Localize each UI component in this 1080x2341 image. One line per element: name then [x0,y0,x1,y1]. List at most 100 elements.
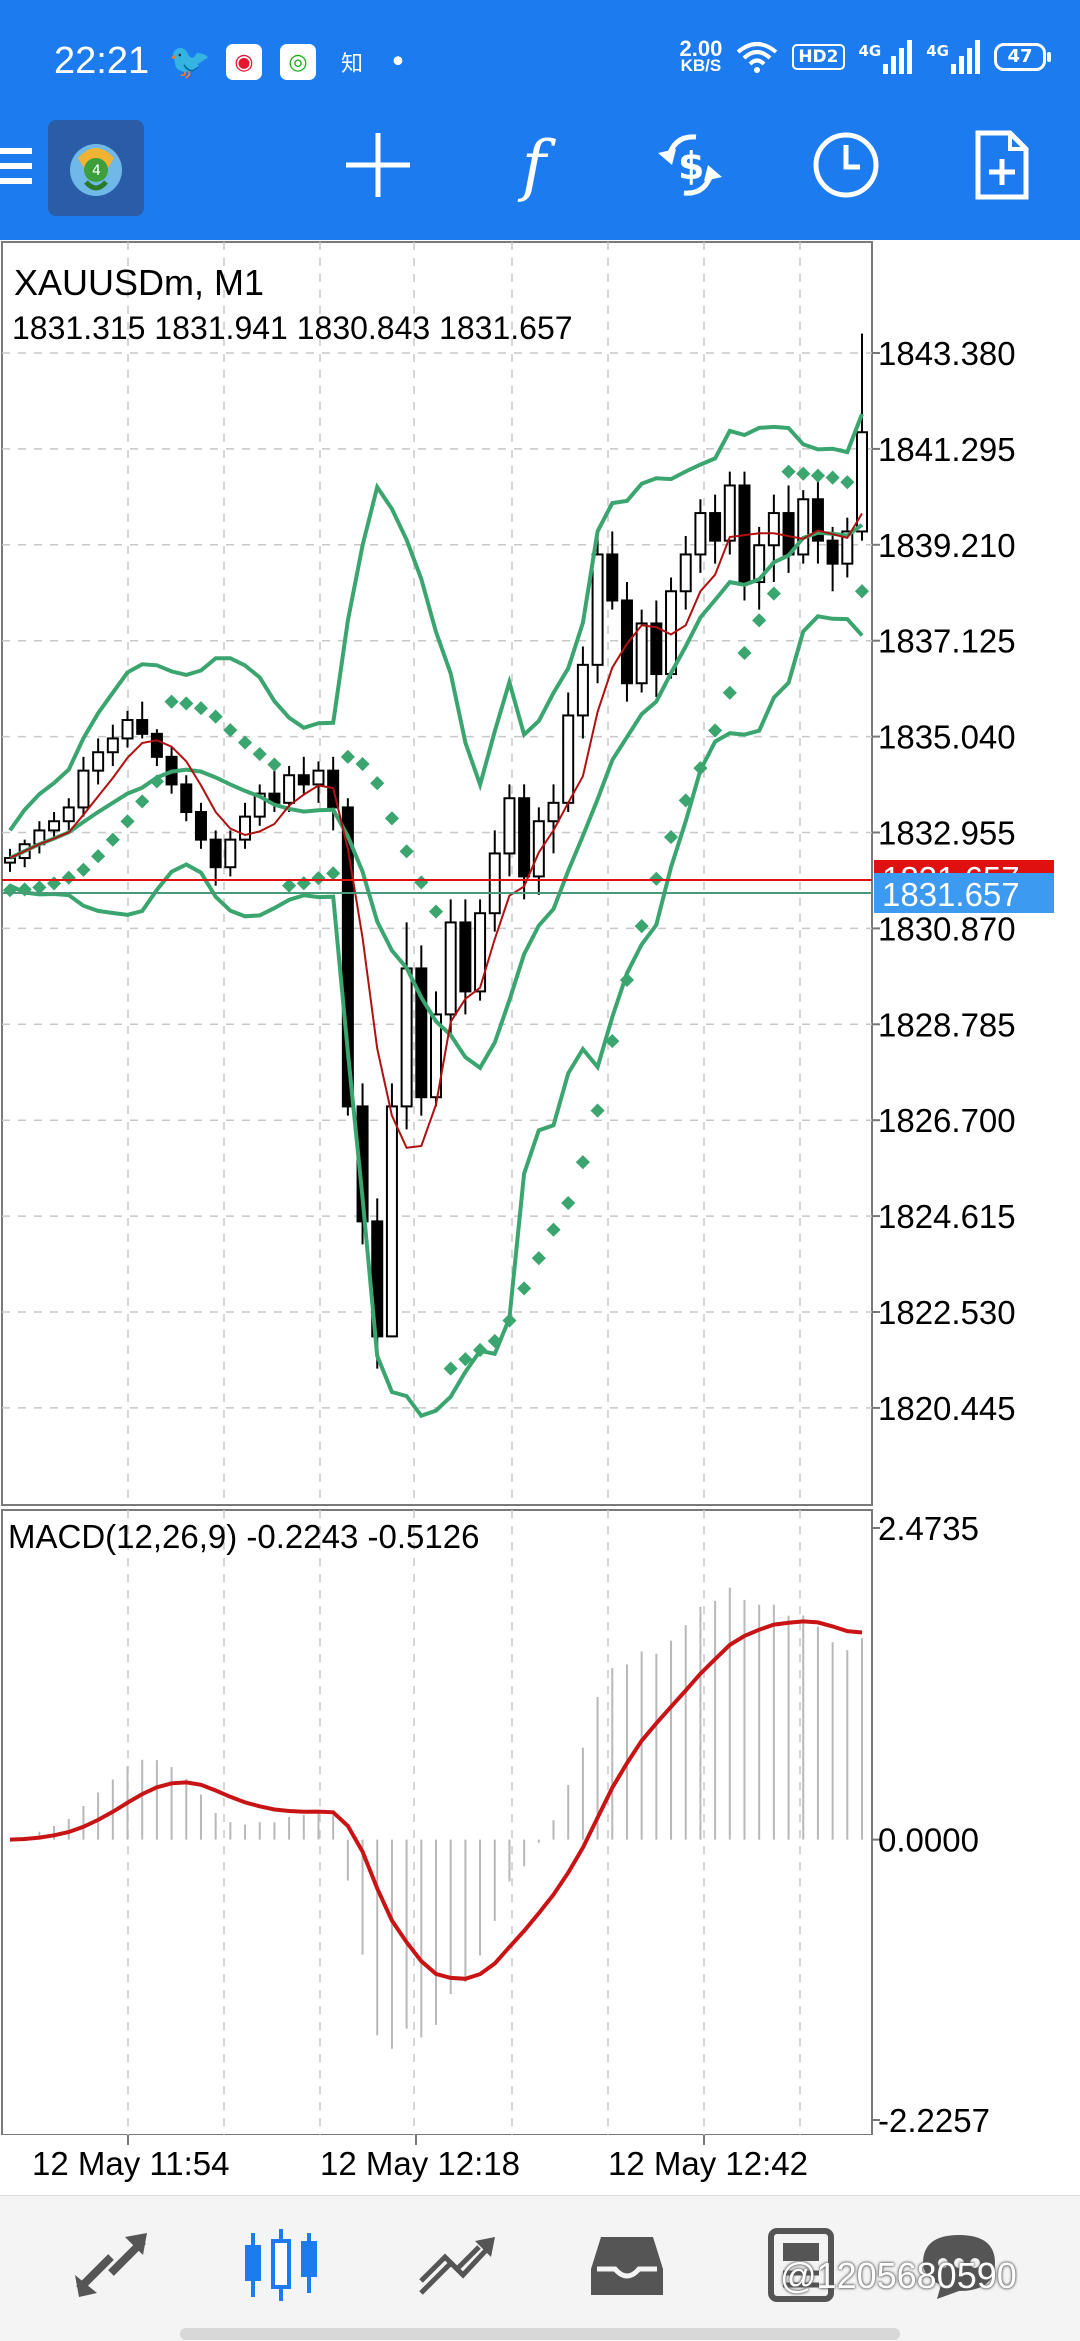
svg-text:$: $ [678,144,704,188]
price-tick-label: 1820.445 [878,1390,1016,1427]
sar-dot [487,1333,502,1349]
candle-body [547,801,560,823]
candle-body [312,769,325,786]
time-tick-label: 12 May 11:54 [32,2145,230,2182]
sar-dot [722,685,737,700]
sar-dot [105,832,120,847]
nav-trade[interactable] [412,2225,502,2305]
signal-icon: 4G [859,40,913,74]
sar-dot [708,723,723,738]
candle-body [341,806,354,1108]
quotes-icon [75,2233,147,2297]
wifi-icon [737,42,778,73]
candle-body [694,512,707,556]
candle-body [209,838,222,869]
sar-dot [781,464,796,479]
sar-dot [326,866,341,881]
sar-dot [252,746,267,762]
candle-body [106,737,119,754]
sar-dot [340,749,355,764]
crosshair-button[interactable] [338,125,418,205]
candle-body [385,1105,398,1338]
price-tick-label: 1843.380 [878,335,1016,372]
svg-text:4: 4 [92,163,101,179]
sar-dot [223,723,238,738]
sar-dot [502,1313,517,1328]
timeframe-button[interactable] [806,125,886,205]
crosshair-icon [346,133,410,197]
notification-icons: 🐦 ◉ ◎ 知 • [169,42,408,82]
signal-icon-2: 4G [926,40,980,74]
sar-dot [854,584,870,599]
sar-dot [384,811,400,826]
home-indicator[interactable] [180,2328,900,2340]
nav-chart[interactable] [236,2225,326,2305]
candle-body [62,806,75,823]
qq-browser-icon: ◎ [280,44,316,80]
sar-dot [179,696,194,711]
sar-dot [810,468,826,483]
nav-news[interactable] [756,2225,846,2305]
sar-dot [91,849,106,864]
price-pane-frame [1,241,873,1506]
sar-dot [546,1222,561,1237]
candle-body [253,792,266,818]
nav-history[interactable] [582,2225,672,2305]
candle-body [415,967,428,1099]
moving-average-line [9,512,863,1149]
sar-dot [149,774,164,789]
new-order-button[interactable] [962,125,1042,205]
menu-icon[interactable] [0,148,32,188]
function-icon: f [521,126,547,204]
sar-dot [370,776,385,791]
candle-body [562,714,575,804]
symbol-change-button[interactable]: $ [650,125,730,205]
dot-icon: • [389,44,407,80]
candle-body [136,719,149,735]
sar-dot [619,972,635,988]
candle-body [4,857,16,864]
nav-messages[interactable] [914,2225,1004,2305]
sar-dot [311,871,326,886]
candle-body [518,797,531,878]
candle-body [150,732,163,758]
candle-body [121,719,134,740]
bollinger-lower [9,614,864,1419]
candle-body [679,553,692,593]
price-tick-label: 1837.125 [878,623,1016,660]
net-speed: 2.00 KB/S [679,36,723,75]
price-tick-label: 1841.295 [878,431,1016,468]
bottom-nav [0,2195,1080,2341]
indicators-button[interactable]: f [494,125,574,205]
candle-body [811,498,824,542]
sar-dot [634,919,649,934]
sar-dot [428,904,444,919]
nav-quotes[interactable] [66,2225,156,2305]
time-tick-label: 12 May 12:18 [320,2145,520,2182]
candle-body [753,544,766,584]
sar-dot [458,1352,473,1367]
sar-dot [590,1103,605,1118]
price-tick-label: 1839.210 [878,527,1016,564]
status-time: 22:21 [54,40,150,82]
candle-body [180,783,193,814]
mt4-logo[interactable]: 4 [48,120,144,216]
sar-dot [193,701,209,716]
sar-dot [840,475,855,490]
sar-dot [575,1155,590,1170]
chart-ohlc: 1831.315 1831.941 1830.843 1831.657 [12,310,573,346]
candle-body [77,769,90,809]
bollinger-upper [8,413,864,832]
candle-body [620,599,633,685]
candle-body [503,797,516,855]
candle-body [856,431,868,533]
sar-dot [737,645,752,661]
sar-dot [443,1361,458,1376]
candle-body [224,838,237,869]
candle-body [797,498,810,556]
sar-dot [561,1195,576,1211]
candle-body [635,622,648,685]
price-chart[interactable]: 1843.380 1841.295 1839.210 1837.125 1835.040… [0,240,1080,2190]
sar-dot [531,1251,546,1266]
candle-body [194,811,207,841]
